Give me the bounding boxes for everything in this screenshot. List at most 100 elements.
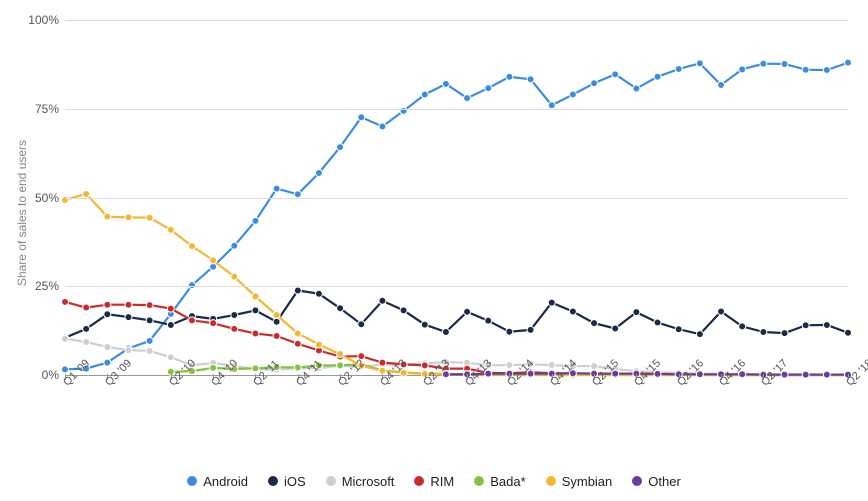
data-point[interactable] — [125, 347, 132, 354]
data-point[interactable] — [442, 329, 449, 336]
data-point[interactable] — [485, 317, 492, 324]
data-point[interactable] — [104, 311, 111, 318]
data-point[interactable] — [718, 308, 725, 315]
data-point[interactable] — [294, 287, 301, 294]
data-point[interactable] — [739, 323, 746, 330]
data-point[interactable] — [337, 305, 344, 312]
legend-item-ios[interactable]: iOS — [268, 474, 306, 489]
data-point[interactable] — [739, 66, 746, 73]
data-point[interactable] — [83, 304, 90, 311]
data-point[interactable] — [146, 347, 153, 354]
data-point[interactable] — [125, 301, 132, 308]
legend-item-rim[interactable]: RIM — [414, 474, 454, 489]
data-point[interactable] — [146, 337, 153, 344]
data-point[interactable] — [591, 320, 598, 327]
data-point[interactable] — [273, 312, 280, 319]
data-point[interactable] — [379, 297, 386, 304]
data-point[interactable] — [612, 325, 619, 332]
data-point[interactable] — [337, 144, 344, 151]
data-point[interactable] — [188, 243, 195, 250]
data-point[interactable] — [591, 80, 598, 87]
data-point[interactable] — [315, 341, 322, 348]
data-point[interactable] — [802, 322, 809, 329]
data-point[interactable] — [548, 362, 555, 369]
data-point[interactable] — [823, 321, 830, 328]
data-point[interactable] — [506, 362, 513, 369]
data-point[interactable] — [760, 329, 767, 336]
data-point[interactable] — [421, 321, 428, 328]
data-point[interactable] — [485, 85, 492, 92]
data-point[interactable] — [231, 312, 238, 319]
data-point[interactable] — [294, 330, 301, 337]
data-point[interactable] — [231, 242, 238, 249]
data-point[interactable] — [506, 73, 513, 80]
data-point[interactable] — [294, 364, 301, 371]
data-point[interactable] — [315, 170, 322, 177]
data-point[interactable] — [400, 307, 407, 314]
data-point[interactable] — [146, 214, 153, 221]
data-point[interactable] — [654, 319, 661, 326]
data-point[interactable] — [421, 91, 428, 98]
data-point[interactable] — [210, 257, 217, 264]
data-point[interactable] — [252, 365, 259, 372]
data-point[interactable] — [527, 326, 534, 333]
data-point[interactable] — [802, 66, 809, 73]
data-point[interactable] — [146, 302, 153, 309]
data-point[interactable] — [845, 329, 852, 336]
legend-item-bada*[interactable]: Bada* — [474, 474, 525, 489]
data-point[interactable] — [569, 308, 576, 315]
data-point[interactable] — [845, 59, 852, 66]
data-point[interactable] — [252, 307, 259, 314]
data-point[interactable] — [167, 305, 174, 312]
data-point[interactable] — [231, 325, 238, 332]
data-point[interactable] — [781, 330, 788, 337]
data-point[interactable] — [464, 95, 471, 102]
data-point[interactable] — [294, 340, 301, 347]
data-point[interactable] — [633, 309, 640, 316]
legend-item-android[interactable]: Android — [187, 474, 248, 489]
data-point[interactable] — [188, 317, 195, 324]
data-point[interactable] — [188, 282, 195, 289]
data-point[interactable] — [527, 76, 534, 83]
data-point[interactable] — [146, 317, 153, 324]
data-point[interactable] — [612, 71, 619, 78]
data-point[interactable] — [548, 102, 555, 109]
data-point[interactable] — [210, 320, 217, 327]
data-point[interactable] — [83, 190, 90, 197]
data-point[interactable] — [591, 363, 598, 370]
data-point[interactable] — [675, 65, 682, 72]
data-point[interactable] — [760, 60, 767, 67]
data-point[interactable] — [252, 217, 259, 224]
data-point[interactable] — [62, 298, 69, 305]
data-point[interactable] — [823, 67, 830, 74]
data-point[interactable] — [358, 114, 365, 121]
data-point[interactable] — [315, 290, 322, 297]
data-point[interactable] — [358, 321, 365, 328]
data-point[interactable] — [781, 61, 788, 68]
data-point[interactable] — [83, 338, 90, 345]
data-point[interactable] — [273, 318, 280, 325]
data-point[interactable] — [718, 81, 725, 88]
data-point[interactable] — [442, 80, 449, 87]
data-point[interactable] — [421, 362, 428, 369]
data-point[interactable] — [506, 328, 513, 335]
data-point[interactable] — [675, 326, 682, 333]
data-point[interactable] — [210, 364, 217, 371]
data-point[interactable] — [633, 85, 640, 92]
data-point[interactable] — [104, 301, 111, 308]
data-point[interactable] — [654, 73, 661, 80]
data-point[interactable] — [337, 351, 344, 358]
data-point[interactable] — [379, 359, 386, 366]
data-point[interactable] — [379, 123, 386, 130]
data-point[interactable] — [273, 332, 280, 339]
data-point[interactable] — [569, 91, 576, 98]
data-point[interactable] — [231, 273, 238, 280]
data-point[interactable] — [696, 331, 703, 338]
data-point[interactable] — [125, 314, 132, 321]
data-point[interactable] — [104, 343, 111, 350]
legend-item-microsoft[interactable]: Microsoft — [326, 474, 395, 489]
data-point[interactable] — [62, 335, 69, 342]
legend-item-other[interactable]: Other — [632, 474, 681, 489]
data-point[interactable] — [104, 359, 111, 366]
data-point[interactable] — [273, 185, 280, 192]
